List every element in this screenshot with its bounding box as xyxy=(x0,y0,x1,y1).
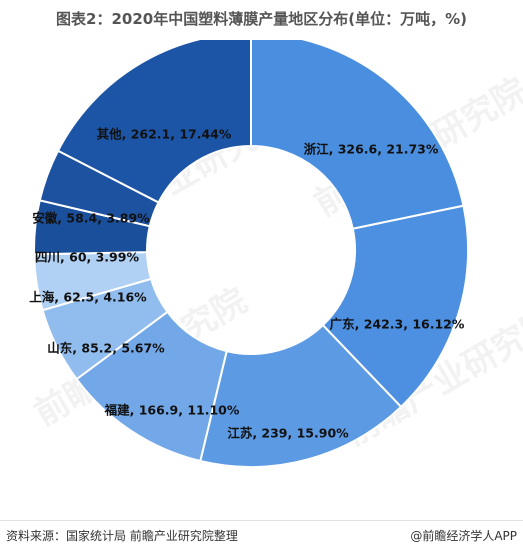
brand-credit: @前瞻经济学人APP xyxy=(410,529,517,543)
slice-label-山东: 山东, 85.2, 5.67% xyxy=(47,341,165,356)
slice-江苏 xyxy=(199,323,403,468)
footer: 资料来源：国家统计局 前瞻产业研究院整理 @前瞻经济学人APP xyxy=(0,520,523,551)
slice-广东 xyxy=(321,204,469,409)
slice-其他 xyxy=(56,40,252,204)
slice-label-江苏: 江苏, 239, 15.90% xyxy=(227,426,349,441)
source-note: 资料来源：国家统计局 前瞻产业研究院整理 xyxy=(6,529,238,543)
slice-label-福建: 福建, 166.9, 11.10% xyxy=(104,403,240,418)
slice-label-安徽: 安徽, 58.4, 3.89% xyxy=(32,211,150,226)
chart-title: 图表2：2020年中国塑料薄膜产量地区分布(单位：万吨，%) xyxy=(56,10,467,28)
donut-chart: 浙江, 326.6, 21.73% 广东, 242.3, 16.12% 江苏, 23… xyxy=(29,40,469,468)
slice-label-广东: 广东, 242.3, 16.12% xyxy=(330,317,465,332)
slice-label-四川: 四川, 60, 3.99% xyxy=(35,250,139,265)
slice-label-浙江: 浙江, 326.6, 21.73% xyxy=(304,142,439,157)
slice-label-上海: 上海, 62.5, 4.16% xyxy=(29,290,147,305)
slice-浙江 xyxy=(250,40,465,230)
slice-label-其他: 其他, 262.1, 17.44% xyxy=(97,127,232,142)
